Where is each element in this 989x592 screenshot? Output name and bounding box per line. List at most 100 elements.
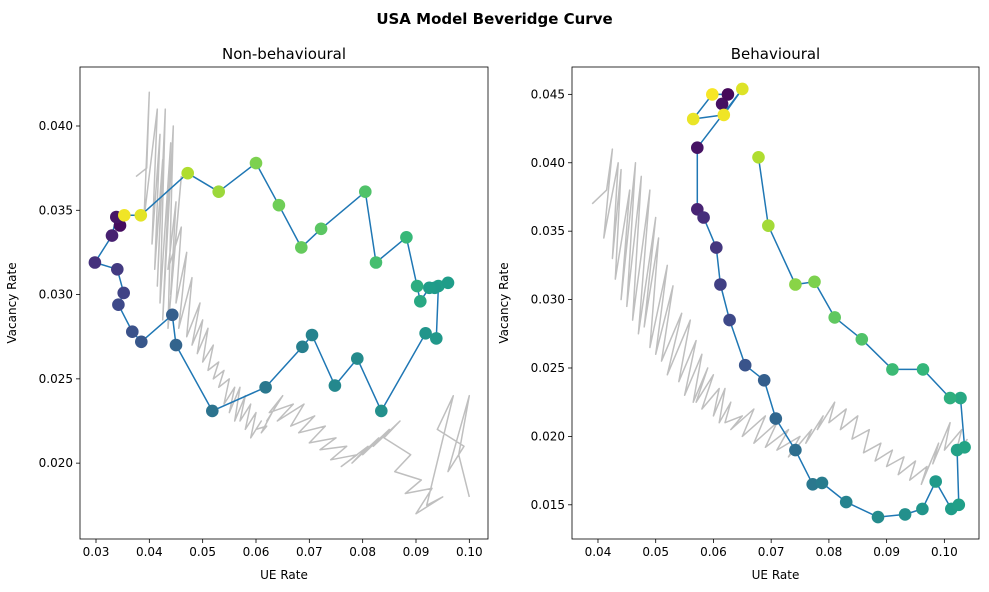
y-tick-label: 0.020: [531, 429, 565, 443]
panel-behavioural: Behavioural 0.04 0.05 0.06 0.07 0.08 0.09 0.10 0…: [497, 45, 980, 582]
model-path-point: [295, 241, 308, 254]
model-path-point: [181, 166, 194, 180]
model-path-point: [296, 340, 309, 354]
model-path-point: [929, 475, 942, 488]
model-path-point: [954, 391, 967, 405]
model-path-point: [314, 222, 328, 236]
model-path-point: [134, 209, 148, 222]
y-axis-label: Vacancy Rate: [497, 262, 511, 343]
x-tick-label: 0.09: [873, 545, 900, 559]
model-path-point: [839, 495, 853, 509]
model-path-point: [414, 295, 427, 308]
x-tick-label: 0.05: [189, 545, 216, 559]
background-simulation-line: [135, 91, 471, 515]
model-path-point: [721, 88, 735, 101]
model-path-point: [710, 241, 723, 254]
y-axis-label: Vacancy Rate: [5, 262, 19, 343]
model-path-point: [359, 185, 372, 198]
model-path-point: [169, 338, 183, 352]
x-tick-label: 0.06: [243, 545, 270, 559]
y-tick-label: 0.015: [531, 498, 565, 512]
x-tick-label: 0.08: [816, 545, 843, 559]
model-path-point: [714, 278, 727, 291]
x-tick-label: 0.08: [349, 545, 376, 559]
panel-non-behavioural: Non-behavioural 0.03 0.04 0.05 0.06 0.07 0.08 0…: [5, 45, 489, 582]
model-path-point: [715, 97, 729, 111]
model-path-point: [815, 476, 829, 490]
model-path-point: [135, 335, 148, 349]
model-path-point: [828, 311, 841, 324]
model-path-point: [88, 256, 102, 269]
y-tick-label: 0.025: [531, 361, 565, 375]
y-tick-label: 0.045: [531, 87, 565, 101]
model-path-point: [375, 404, 388, 418]
x-tick-label: 0.07: [758, 545, 785, 559]
axes-frame: [79, 66, 489, 540]
model-path-point: [206, 404, 219, 418]
model-path-point: [423, 281, 436, 295]
figure-title: USA Model Beveridge Curve: [376, 10, 612, 28]
model-path-point: [126, 325, 139, 339]
model-path-point: [400, 231, 413, 244]
y-tick-label: 0.040: [39, 119, 73, 133]
model-path-point: [441, 276, 455, 290]
x-tick-label: 0.05: [642, 545, 669, 559]
model-path-point: [706, 88, 719, 101]
x-tick-label: 0.10: [931, 545, 958, 559]
y-tick-label: 0.020: [39, 456, 73, 470]
y-tick-label: 0.040: [531, 156, 565, 170]
y-tick-label: 0.025: [39, 372, 73, 386]
model-path-point: [686, 112, 700, 126]
y-tick-label: 0.035: [39, 203, 73, 217]
x-axis-label: UE Rate: [260, 568, 308, 582]
model-path-point: [328, 379, 342, 392]
model-path-point: [789, 443, 802, 457]
model-path-point: [369, 256, 383, 269]
model-path-point: [723, 313, 736, 327]
model-path-point: [952, 498, 966, 512]
model-path-point: [898, 508, 912, 521]
x-tick-label: 0.06: [700, 545, 727, 559]
model-path-point: [789, 278, 802, 291]
model-path-point: [259, 381, 272, 394]
x-tick-label: 0.04: [585, 545, 612, 559]
x-tick-label: 0.10: [456, 545, 483, 559]
y-tick-label: 0.030: [39, 288, 73, 302]
model-path-point: [430, 332, 443, 345]
model-path-point: [697, 211, 710, 224]
background-simulation-line: [591, 148, 969, 486]
x-axis-label: UE Rate: [752, 568, 800, 582]
model-path-point: [806, 478, 819, 491]
model-path-point: [808, 275, 821, 289]
panel-title: Behavioural: [731, 45, 820, 63]
model-path-point: [943, 391, 957, 405]
model-path-point: [691, 141, 704, 154]
model-path-point: [166, 308, 179, 322]
model-path-point: [958, 441, 971, 454]
y-tick-label: 0.030: [531, 293, 565, 307]
model-path-point: [419, 327, 432, 340]
model-path-point: [410, 279, 424, 293]
model-path-point: [762, 219, 775, 232]
model-path-point: [351, 352, 364, 365]
model-path-point: [738, 358, 752, 372]
model-path-point: [112, 298, 125, 312]
axes-frame: [571, 66, 980, 540]
model-path-point: [117, 286, 130, 300]
model-path-point: [855, 333, 869, 346]
model-path-point: [871, 510, 885, 524]
model-path-point: [105, 229, 119, 242]
model-path-point: [717, 108, 731, 122]
model-path-point: [886, 363, 899, 376]
x-tick-label: 0.03: [83, 545, 110, 559]
model-path-point: [118, 209, 131, 222]
x-tick-label: 0.04: [136, 545, 163, 559]
model-path-point: [111, 263, 124, 276]
y-tick-label: 0.035: [531, 224, 565, 238]
model-path-point: [305, 328, 319, 342]
model-path-point: [916, 363, 930, 376]
model-path-point: [757, 374, 771, 387]
x-tick-label: 0.09: [403, 545, 430, 559]
